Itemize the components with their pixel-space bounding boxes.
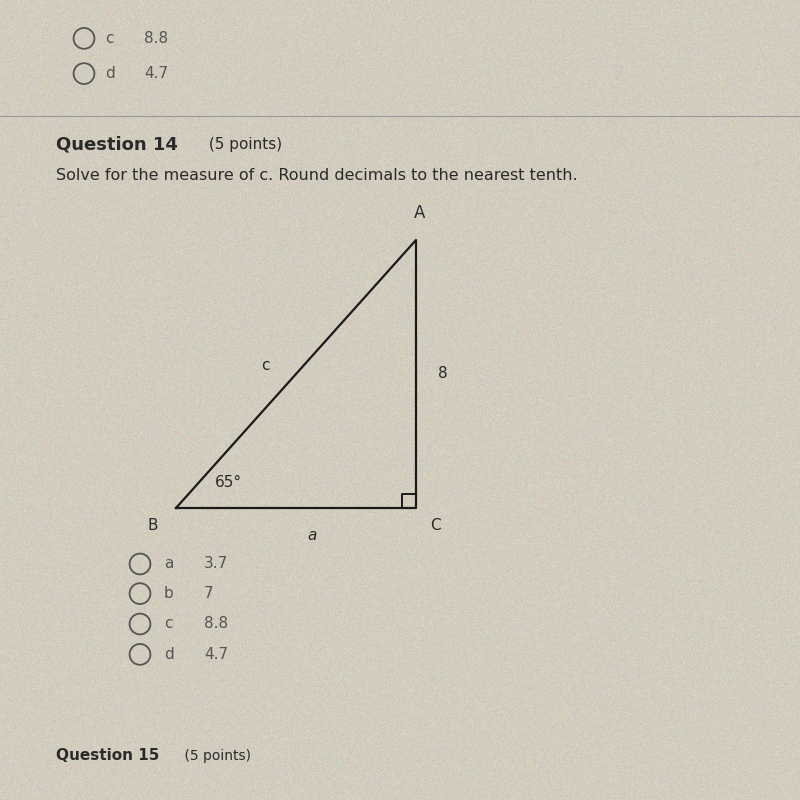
Text: C: C <box>430 518 441 533</box>
Text: a: a <box>164 557 174 571</box>
Text: Solve for the measure of c. Round decimals to the nearest tenth.: Solve for the measure of c. Round decima… <box>56 169 578 183</box>
Text: b: b <box>164 586 174 601</box>
Text: (5 points): (5 points) <box>180 749 251 763</box>
Text: 4.7: 4.7 <box>144 66 168 81</box>
Text: Question 15: Question 15 <box>56 749 159 763</box>
Text: A: A <box>414 204 426 222</box>
Text: Question 14: Question 14 <box>56 135 178 153</box>
Text: d: d <box>106 66 115 81</box>
Text: a: a <box>307 528 317 543</box>
Text: 8.8: 8.8 <box>144 31 168 46</box>
Text: c: c <box>106 31 114 46</box>
Text: 3.7: 3.7 <box>204 557 228 571</box>
Text: 8: 8 <box>438 366 448 382</box>
Text: B: B <box>148 518 158 533</box>
Text: c: c <box>164 617 173 631</box>
Text: d: d <box>164 647 174 662</box>
Text: (5 points): (5 points) <box>204 137 282 151</box>
Text: 4.7: 4.7 <box>204 647 228 662</box>
Text: 65°: 65° <box>214 475 242 490</box>
Text: 7: 7 <box>204 586 214 601</box>
Text: 8.8: 8.8 <box>204 617 228 631</box>
Text: c: c <box>262 358 270 374</box>
